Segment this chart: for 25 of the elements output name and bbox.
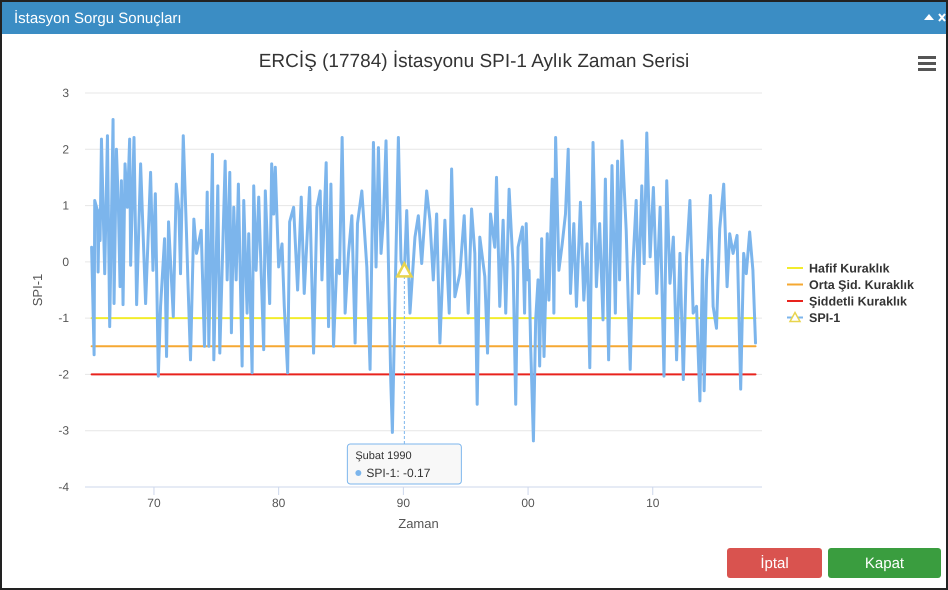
y-tick-label: 0 [62,254,70,269]
legend-label: Hafif Kuraklık [809,262,890,276]
line-series [90,118,758,442]
y-tick-label: -3 [58,424,70,438]
x-axis-title: Zaman [398,516,439,531]
x-tick-label: 70 [147,496,161,510]
x-tick-label: 80 [272,496,286,510]
text: Kapat [864,555,905,572]
x-tick-label: 00 [521,496,536,510]
y-tick-label: -2 [58,367,70,382]
x-tick-label: 90 [396,496,410,510]
text: İstasyon Sorgu Sonuçları [14,9,182,27]
y-axis-title: SPI-1 [30,274,45,306]
annotation: Şubat 1990 SPI-1: -0.17 [355,450,431,480]
y-tick-label: -1 [58,311,70,326]
text: İptal [760,554,789,572]
legend-label: SPI-1 [809,311,840,325]
x-tick-label: 10 [646,496,660,510]
y-tick-label: -4 [58,480,70,494]
legend-label: Şiddetli Kuraklık [809,294,907,308]
y-tick-label: 3 [62,86,70,100]
y-tick-label: 1 [62,198,70,213]
chart-title: ERCİŞ (17784) İstasyonu SPI-1 Aylık Zaman Serisi [258,50,690,72]
y-tick-label: 2 [62,142,70,156]
legend-label: Orta Şid. Kuraklık [809,278,914,292]
